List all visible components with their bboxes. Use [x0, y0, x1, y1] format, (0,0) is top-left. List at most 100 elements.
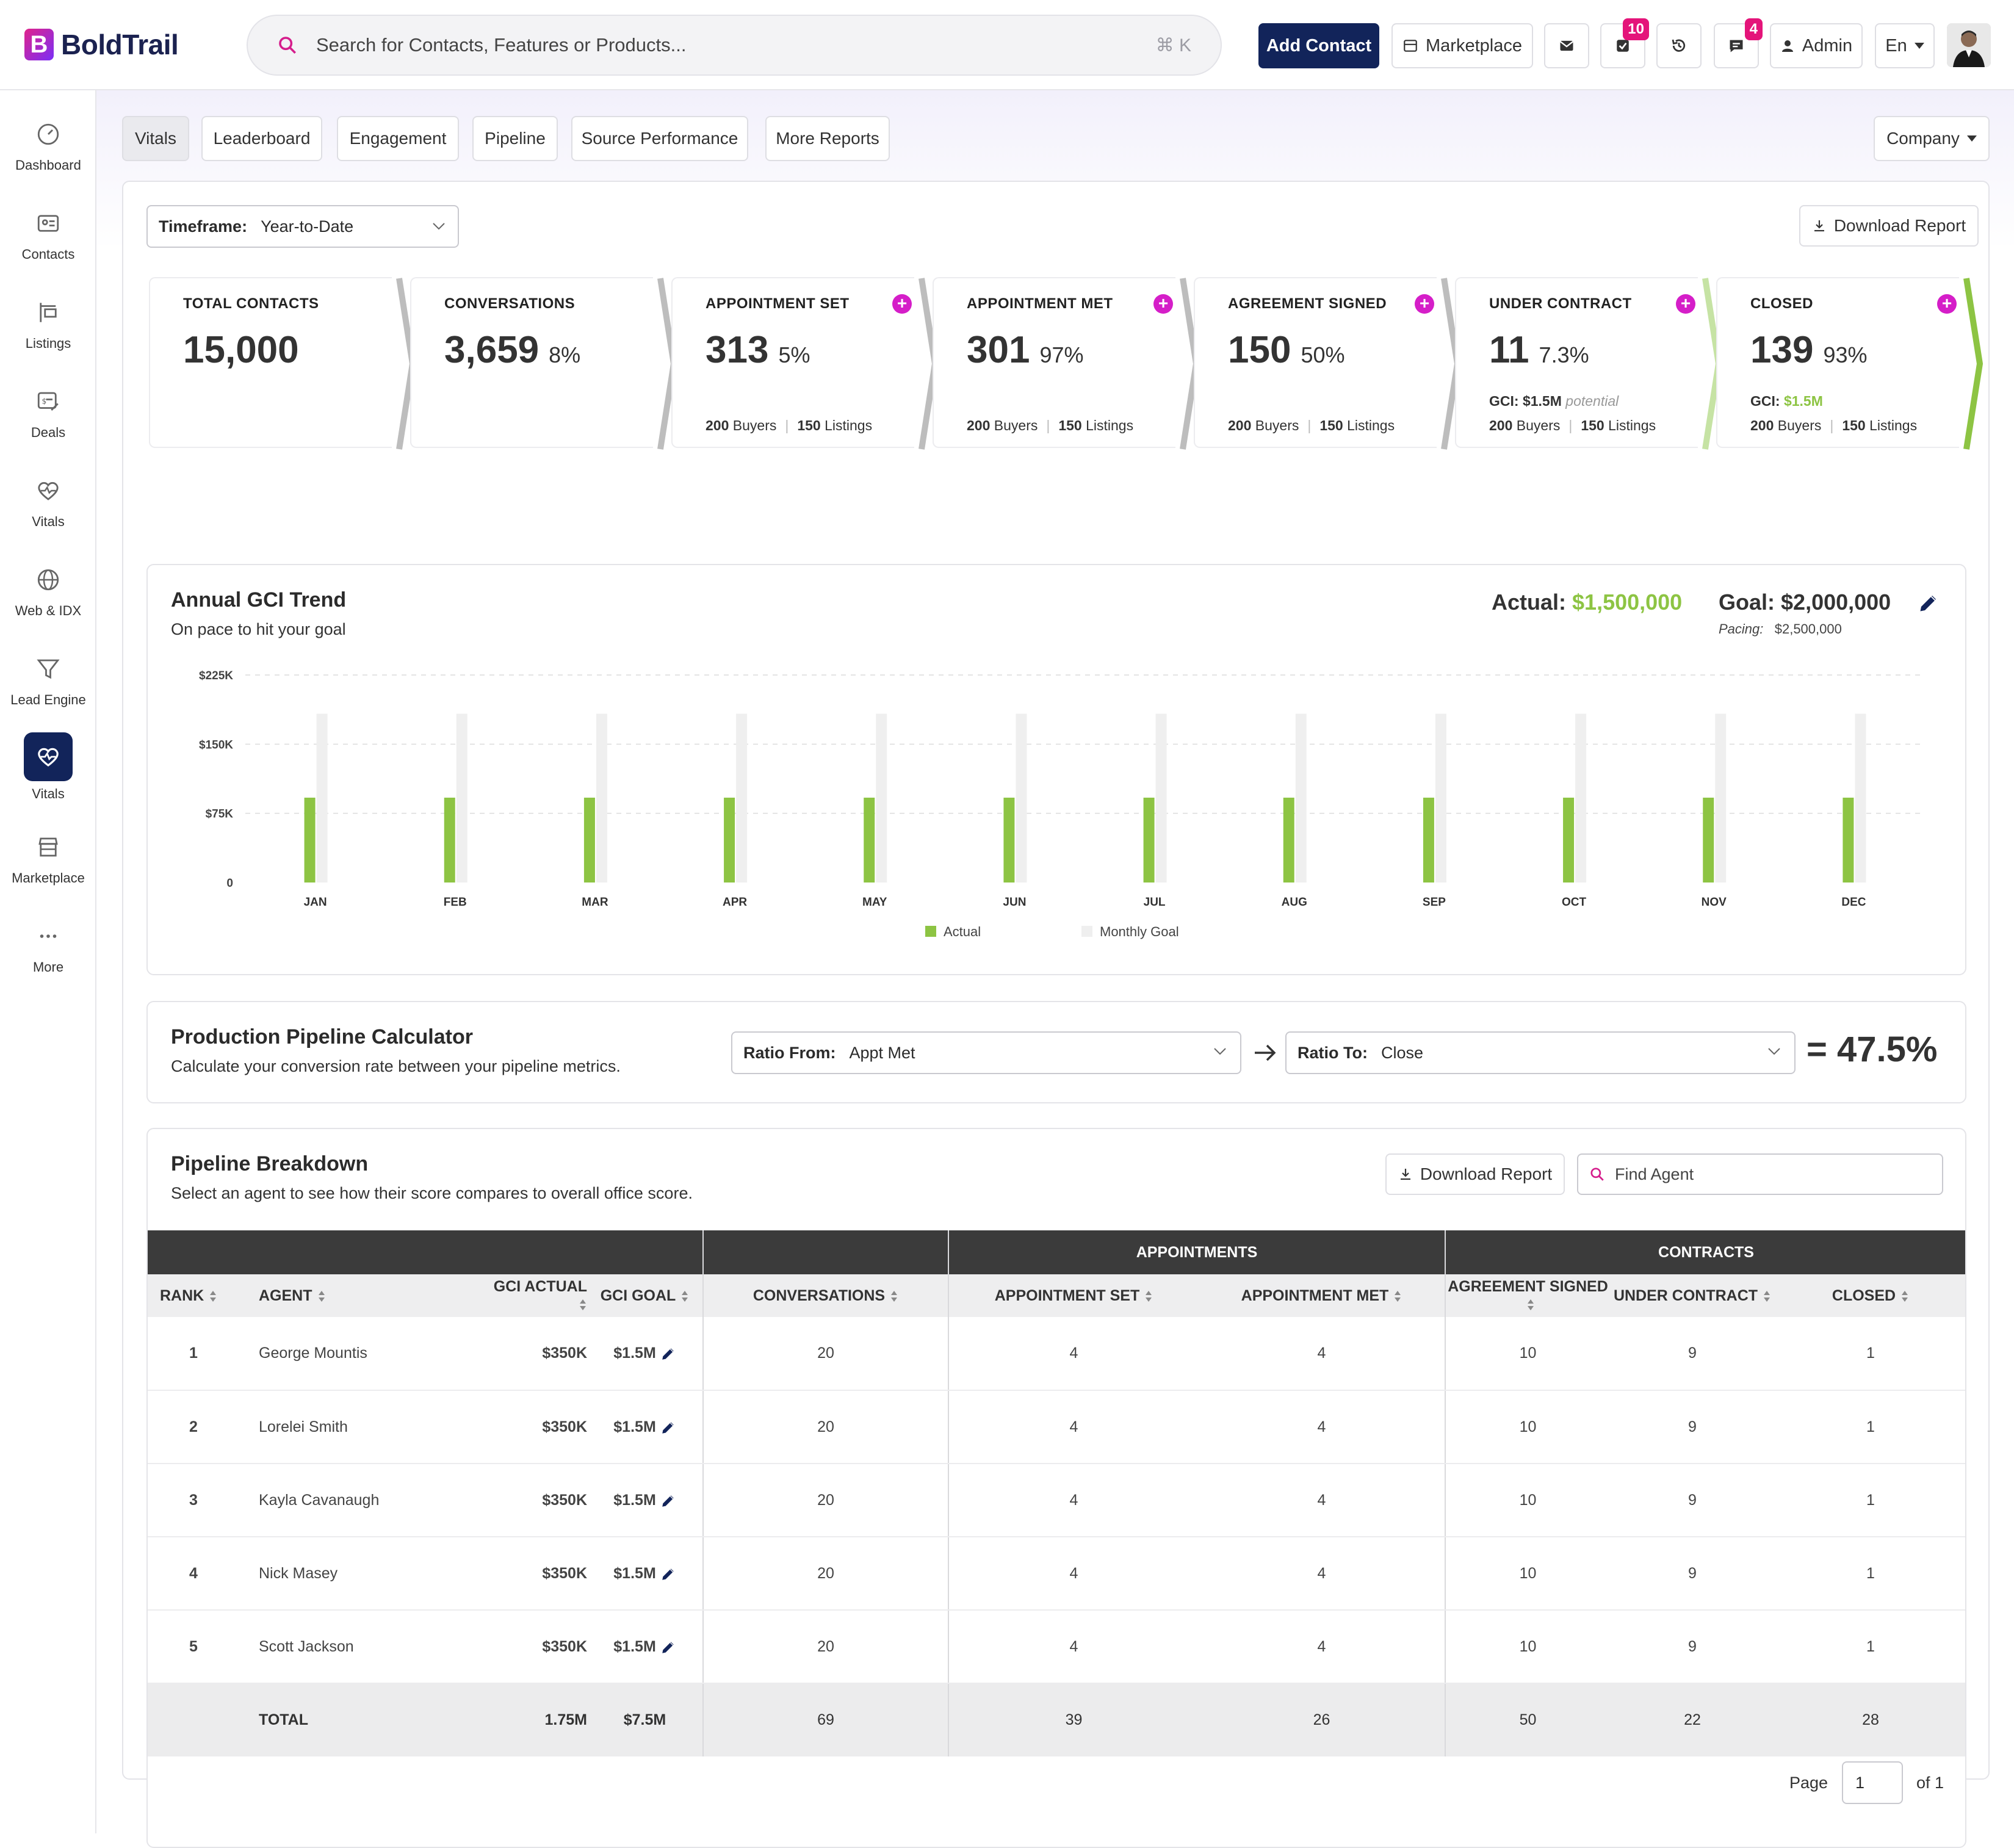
table-row[interactable]: 3 Kayla Cavanaugh $350K $1.5M 20 4 4 10 9 1: [148, 1464, 1965, 1537]
kpi-gci: GCI: $1.5M potential: [1489, 393, 1619, 409]
admin-menu[interactable]: Admin: [1770, 23, 1863, 68]
edit-pencil-icon[interactable]: [660, 1639, 676, 1655]
col-gci-goal[interactable]: GCI GOAL: [587, 1274, 704, 1317]
kpi-total-contacts[interactable]: TOTAL CONTACTS 15,000: [149, 277, 420, 450]
add-icon[interactable]: +: [1415, 294, 1434, 314]
kpi-breakdown: 200 Buyers | 150 Listings: [1750, 417, 1918, 433]
ratio-to-select[interactable]: Ratio To: Close: [1285, 1031, 1796, 1074]
col-conversations[interactable]: CONVERSATIONS: [703, 1274, 949, 1317]
kpi-appointment-set[interactable]: APPOINTMENT SET + 313 5% 200 Buyers | 150 L…: [671, 277, 942, 450]
row-closed: 1: [1775, 1390, 1965, 1464]
kpi-value: 11: [1489, 329, 1529, 371]
page-input[interactable]: 1: [1842, 1761, 1903, 1804]
tab-vitals[interactable]: Vitals: [122, 116, 189, 161]
actual-bar: [583, 797, 595, 882]
add-icon[interactable]: +: [892, 294, 912, 314]
tab-leaderboard[interactable]: Leaderboard: [201, 116, 322, 161]
sidebar-item-lead-engine[interactable]: Lead Engine: [0, 654, 96, 708]
agent-link[interactable]: George Mountis: [239, 1317, 483, 1391]
ratio-from-select[interactable]: Ratio From: Appt Met: [731, 1031, 1241, 1074]
goal-bar: [456, 713, 467, 882]
table-row[interactable]: 5 Scott Jackson $350K $1.5M 20 4 4 10 9 1: [148, 1610, 1965, 1684]
x-tick-label: MAR: [582, 896, 608, 909]
kpi-under-contract[interactable]: UNDER CONTRACT + 11 7.3% GCI: $1.5M poten…: [1455, 277, 1726, 450]
col-agent[interactable]: AGENT: [239, 1274, 483, 1317]
row-under-contract: 9: [1610, 1317, 1775, 1391]
find-agent-input[interactable]: Find Agent: [1577, 1153, 1943, 1195]
sidebar-item-listings[interactable]: Listings: [0, 298, 96, 352]
col-appointment-set[interactable]: APPOINTMENT SET: [948, 1274, 1199, 1317]
chat-button[interactable]: 4: [1714, 18, 1763, 68]
row-gci-actual: $350K: [483, 1610, 587, 1684]
sidebar-item-more[interactable]: More: [0, 922, 96, 975]
col-closed[interactable]: CLOSED: [1775, 1274, 1965, 1317]
kpi-appointment-met[interactable]: APPOINTMENT MET + 301 97% 200 Buyers | 150 …: [933, 277, 1204, 450]
add-icon[interactable]: +: [1676, 294, 1695, 314]
tab-source-performance[interactable]: Source Performance: [571, 116, 748, 161]
brand-logo[interactable]: B BoldTrail: [24, 28, 179, 61]
edit-goal-pencil-icon[interactable]: [1918, 592, 1940, 614]
table-row[interactable]: 4 Nick Masey $350K $1.5M 20 4 4 10 9 1: [148, 1537, 1965, 1611]
search-input[interactable]: Search for Contacts, Features or Product…: [316, 34, 687, 56]
agent-link[interactable]: Nick Masey: [239, 1537, 483, 1611]
contact-card-icon: [37, 215, 59, 232]
language-label: En: [1885, 35, 1907, 56]
timeframe-select[interactable]: Timeframe: Year-to-Date: [146, 205, 459, 248]
edit-pencil-icon[interactable]: [660, 1420, 676, 1435]
tasks-button[interactable]: 10: [1600, 18, 1649, 68]
mail-button[interactable]: [1544, 23, 1589, 68]
sidebar-item-dashboard[interactable]: Dashboard: [0, 120, 96, 173]
breakdown-title: Pipeline Breakdown: [171, 1152, 369, 1175]
add-icon[interactable]: +: [1153, 294, 1173, 314]
history-button[interactable]: [1656, 23, 1702, 68]
agent-link[interactable]: Scott Jackson: [239, 1610, 483, 1684]
kpi-agreement-signed[interactable]: AGREEMENT SIGNED + 150 50% 200 Buyers | 150…: [1194, 277, 1465, 450]
kpi-closed[interactable]: CLOSED + 139 93% GCI: $1.5M 200 Buyers | 15…: [1716, 277, 1987, 450]
actual-bar: [444, 797, 455, 882]
row-rank: 3: [148, 1464, 239, 1537]
tab-engagement[interactable]: Engagement: [337, 116, 459, 161]
y-tick-label: $225K: [199, 670, 233, 682]
col-under-contract[interactable]: UNDER CONTRACT: [1610, 1274, 1775, 1317]
add-contact-button[interactable]: Add Contact: [1258, 23, 1379, 68]
sidebar-item-deals[interactable]: $ Deals: [0, 387, 96, 441]
actual-bar: [1283, 797, 1294, 882]
col-gci-actual[interactable]: GCI ACTUAL: [483, 1274, 587, 1317]
edit-pencil-icon[interactable]: [660, 1346, 676, 1362]
gci-trend-title: Annual GCI Trend: [171, 588, 347, 612]
sidebar-item-marketplace[interactable]: Marketplace: [0, 832, 96, 886]
agent-link[interactable]: Kayla Cavanaugh: [239, 1464, 483, 1537]
table-row[interactable]: 1 George Mountis $350K $1.5M 20 4 4 10 9 1: [148, 1317, 1965, 1391]
kpi-conversations[interactable]: CONVERSATIONS 3,659 8%: [410, 277, 681, 450]
col-appointment-met[interactable]: APPOINTMENT MET: [1199, 1274, 1446, 1317]
user-avatar[interactable]: [1947, 23, 1991, 67]
download-report-button[interactable]: Download Report: [1799, 205, 1979, 247]
sidebar-item-vitals-active[interactable]: Vitals: [0, 732, 96, 802]
sidebar-item-label: Lead Engine: [10, 692, 86, 707]
add-icon[interactable]: +: [1937, 294, 1957, 314]
company-select[interactable]: Company: [1874, 116, 1990, 161]
ratio-result: = 47.5%: [1806, 1030, 1938, 1069]
sidebar-item-vitals[interactable]: Vitals: [0, 476, 96, 530]
ratio-from-label: Ratio From:: [743, 1043, 836, 1062]
table-row[interactable]: 2 Lorelei Smith $350K $1.5M 20 4 4 10 9 1: [148, 1390, 1965, 1464]
store-icon: [1404, 40, 1417, 52]
col-rank[interactable]: RANK: [148, 1274, 239, 1317]
sidebar-item-web-idx[interactable]: Web & IDX: [0, 565, 96, 619]
language-select[interactable]: En: [1875, 23, 1935, 68]
total-label: TOTAL: [239, 1683, 483, 1756]
edit-pencil-icon[interactable]: [660, 1493, 676, 1509]
sidebar-item-contacts[interactable]: Contacts: [0, 209, 96, 262]
breakdown-download-button[interactable]: Download Report: [1385, 1153, 1565, 1195]
tab-pipeline[interactable]: Pipeline: [472, 116, 558, 161]
row-agreement-signed: 10: [1445, 1464, 1610, 1537]
sort-icon: [210, 1290, 217, 1302]
global-search[interactable]: Search for Contacts, Features or Product…: [247, 15, 1222, 76]
agent-link[interactable]: Lorelei Smith: [239, 1390, 483, 1464]
edit-pencil-icon[interactable]: [660, 1566, 676, 1582]
heart-pulse-icon: [38, 748, 59, 767]
tab-more-reports[interactable]: More Reports: [765, 116, 890, 161]
actual-bar: [724, 797, 735, 882]
col-agreement-signed[interactable]: AGREEMENT SIGNED: [1445, 1274, 1610, 1317]
marketplace-button[interactable]: Marketplace: [1391, 23, 1533, 68]
